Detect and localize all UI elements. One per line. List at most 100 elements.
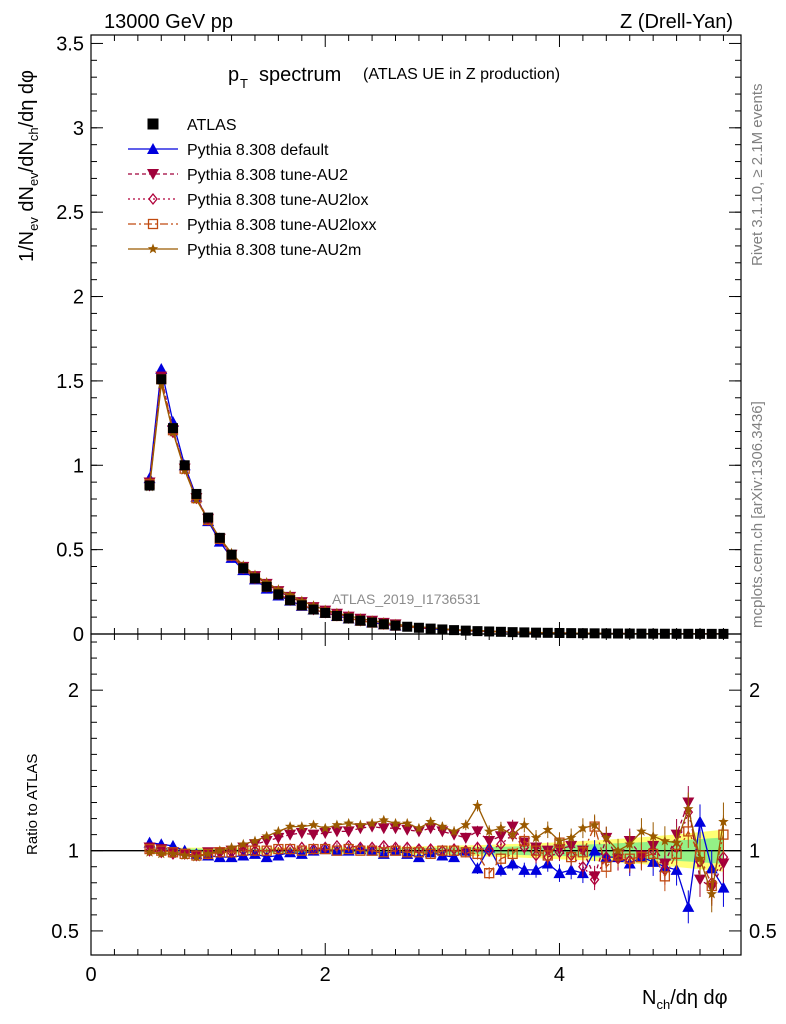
data-point — [425, 623, 436, 634]
ratio-point-au2m — [167, 848, 179, 859]
ratio-point-default — [694, 815, 707, 827]
data-point — [296, 600, 307, 611]
ratio-point-au2m — [683, 803, 694, 814]
ratio-point-au2lox — [554, 846, 565, 859]
ratio-point-au2m — [624, 838, 635, 849]
ratio-point-au2m — [589, 819, 600, 830]
data-point — [249, 573, 260, 584]
ratio-point-au2 — [436, 826, 449, 838]
ratio-point-au2m — [331, 819, 343, 830]
y-tick-label: 0 — [73, 624, 84, 646]
ratio-point-au2m — [647, 830, 659, 841]
ratio-point-default — [682, 900, 695, 912]
legend-marker-data — [147, 118, 159, 130]
ratio-point-au2m — [706, 888, 717, 899]
ratio-point-au2m — [530, 832, 542, 843]
ratio-point-au2loxx — [366, 845, 378, 856]
ratio-point-default — [471, 862, 484, 874]
x-tick-label: 0 — [85, 964, 96, 986]
ratio-point-default — [284, 846, 297, 858]
ratio-point-au2m — [144, 846, 155, 857]
ratio-point-au2m — [671, 837, 682, 848]
main-point-au2m — [273, 584, 284, 594]
legend-marker-au2 — [147, 169, 159, 180]
ratio-point-default — [553, 867, 566, 879]
main-point-default — [155, 363, 168, 375]
ratio-point-au2lox — [578, 860, 588, 873]
data-point — [203, 512, 214, 523]
ratio-point-au2m — [448, 825, 460, 836]
ratio-point-au2m — [460, 819, 471, 830]
data-point — [191, 488, 202, 499]
ratio-point-au2m — [238, 838, 249, 849]
ratio-point-au2loxx — [308, 843, 319, 855]
data-point — [285, 595, 296, 606]
ratio-point-au2loxx — [460, 847, 471, 858]
data-point — [472, 626, 483, 637]
ratio-point-au2m — [519, 819, 530, 830]
data-point — [331, 610, 342, 621]
analysis-watermark: ATLAS_2019_I1736531 — [332, 591, 481, 607]
ratio-point-au2loxx — [636, 851, 647, 863]
ratio-line-au2loxx — [149, 824, 725, 889]
ratio-point-default — [518, 863, 531, 875]
ratio-point-au2lox — [718, 851, 729, 864]
ratio-point-au2m — [261, 830, 272, 841]
legend-label-au2m: Pythia 8.308 tune-AU2m — [187, 242, 361, 259]
ratio-point-au2lox — [496, 838, 506, 851]
ratio-point-au2loxx — [577, 847, 589, 858]
ratio-point-au2m — [343, 817, 354, 828]
ratio-point-au2lox — [531, 849, 541, 862]
ratio-point-au2loxx — [261, 845, 272, 856]
ratio-point-au2m — [577, 822, 589, 833]
ratio-point-au2 — [284, 829, 297, 841]
ratio-point-au2 — [506, 821, 519, 833]
ratio-point-default — [565, 863, 578, 875]
rivet-label: Rivet 3.1.10, ≥ 2.1M events — [749, 84, 766, 267]
x-tick-label: 4 — [554, 964, 565, 986]
ratio-point-au2loxx — [343, 843, 354, 855]
ratio-point-au2m — [366, 817, 378, 828]
plot-title: p T spectrum (ATLAS UE in Z production) — [228, 64, 560, 91]
ratio-point-au2m — [191, 851, 202, 862]
ratio-point-default — [448, 851, 461, 863]
ratio-point-au2m — [390, 817, 401, 828]
data-point — [449, 625, 460, 636]
ratio-point-au2 — [260, 836, 273, 848]
ratio-point-au2loxx — [566, 851, 577, 863]
ratio-point-au2m — [495, 822, 507, 833]
ratio-point-au2loxx — [448, 845, 460, 856]
data-point — [214, 532, 225, 543]
ratio-point-au2m — [413, 822, 425, 833]
ratio-axis-title: Ratio to ATLAS — [24, 754, 41, 855]
y-tick-label: 3 — [73, 118, 84, 140]
ratio-point-au2loxx — [273, 843, 284, 855]
ratio-y-tick-label: 1 — [68, 841, 79, 863]
ratio-point-au2loxx — [355, 845, 366, 856]
ratio-point-au2m — [636, 825, 647, 836]
data-point — [156, 374, 167, 385]
ratio-point-au2m — [601, 832, 612, 843]
ratio-point-au2m — [273, 825, 284, 836]
ratio-point-au2m — [484, 825, 495, 836]
legend-marker-au2lox — [148, 192, 158, 206]
ratio-point-au2 — [342, 826, 355, 838]
data-point — [179, 460, 190, 471]
legend-marker-au2m — [147, 243, 159, 254]
ratio-point-au2loxx — [472, 848, 483, 860]
legend-label-au2loxx: Pythia 8.308 tune-AU2loxx — [187, 217, 376, 234]
ratio-point-au2m — [226, 842, 237, 852]
legend: ATLAS Pythia 8.308 default Pythia 8.308 tu… — [128, 117, 376, 259]
ratio-point-default — [494, 863, 507, 875]
ratio-point-au2loxx — [249, 845, 261, 856]
ratio-point-au2m — [284, 821, 296, 831]
ratio-point-au2lox — [320, 841, 331, 854]
ratio-point-au2 — [494, 831, 507, 843]
ratio-y-tick-label: 0.5 — [51, 921, 79, 943]
ratio-point-au2m — [249, 835, 261, 846]
ratio-point-au2loxx — [519, 835, 530, 847]
ratio-point-au2loxx — [378, 847, 389, 858]
data-point — [343, 613, 354, 624]
data-point — [413, 622, 424, 633]
ratio-point-au2loxx — [296, 845, 307, 856]
